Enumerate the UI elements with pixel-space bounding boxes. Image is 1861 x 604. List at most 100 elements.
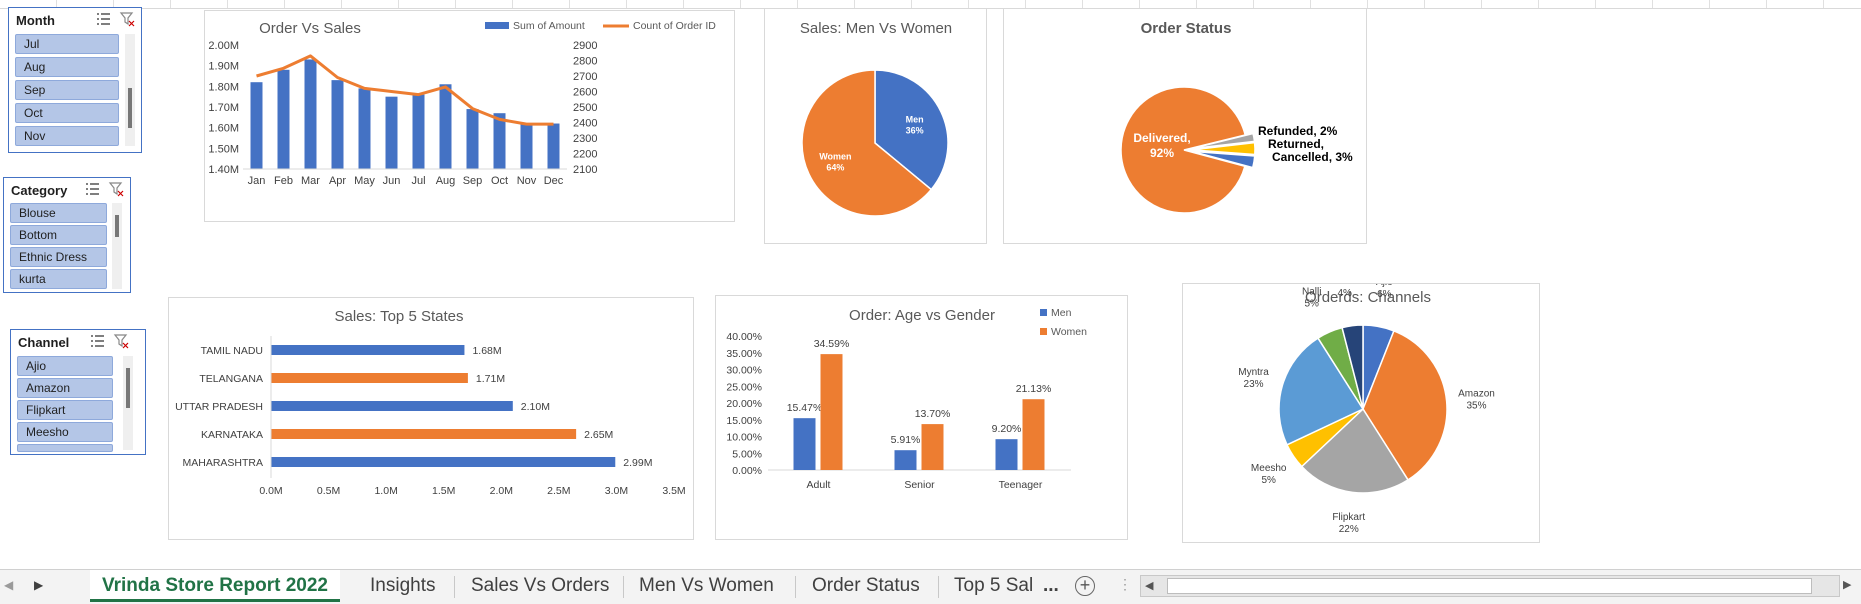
slice-cancelled-3 (1191, 150, 1256, 169)
slice-label-women: Women (819, 152, 851, 162)
legend-label-men: Men (1051, 307, 1072, 319)
slicer-scrollbar[interactable] (125, 34, 135, 146)
scroll-right-icon[interactable]: ▶ (1843, 579, 1852, 591)
bar-adult-men (793, 418, 816, 470)
bar-sep (466, 109, 479, 169)
clear-filter-icon[interactable] (119, 11, 135, 27)
right-axis-tick: 2700 (573, 71, 597, 83)
right-axis-tick: 2100 (573, 164, 597, 176)
tab-splitter-icon[interactable]: ⋮ (1118, 576, 1132, 592)
right-axis-tick: 2300 (573, 133, 597, 145)
x-tick-jun: Jun (383, 175, 401, 187)
x-tick: 3.5M (662, 485, 685, 497)
tab-men-vs-women[interactable]: Men Vs Women (639, 575, 774, 596)
slice-label-refunded: Refunded, 2% (1258, 124, 1338, 138)
slice-label-myntra: Myntra (1238, 367, 1269, 378)
data-label-senior-men: 5.91% (891, 434, 921, 446)
slice-pct-amazon: 35% (1466, 400, 1486, 411)
slice-label-men: Men (906, 114, 924, 124)
slicer-item-partial[interactable] (17, 444, 113, 452)
tab-order-status[interactable]: Order Status (812, 575, 920, 596)
slicer-scrollbar[interactable] (123, 356, 133, 450)
top5-states-panel[interactable]: Sales: Top 5 States TAMIL NADU 1.68M TELANG… (168, 297, 694, 540)
tab-sales-vs-orders[interactable]: Sales Vs Orders (471, 575, 610, 596)
bar-jan (250, 82, 263, 169)
multi-select-icon[interactable] (95, 11, 111, 27)
category-slicer[interactable]: Category Blouse Bottom Ethnic Dress kurt… (3, 177, 131, 293)
tab-more-ellipsis[interactable]: ... (1043, 575, 1059, 596)
tab-top5-sales[interactable]: Top 5 Sal (954, 575, 1034, 596)
slicer-item-kurta[interactable]: kurta (10, 269, 107, 289)
x-tick-teenager: Teenager (999, 479, 1043, 491)
slice-pct-meesho: 5% (1261, 475, 1276, 486)
tab-vrinda-store-report[interactable]: Vrinda Store Report 2022 (90, 570, 340, 602)
tab-insights[interactable]: Insights (370, 575, 436, 596)
legend-swatch-sum-of-amount (485, 22, 509, 29)
multi-select-icon[interactable] (89, 333, 105, 349)
slicer-item-amazon[interactable]: Amazon (17, 378, 113, 398)
data-label-teenager-men: 9.20% (992, 423, 1022, 435)
age-vs-gender-panel[interactable]: Order: Age vs Gender 40.00% 35.00% 30.00% 25… (715, 295, 1128, 540)
slice-myntra (1278, 337, 1365, 446)
bar-teenager-men (995, 439, 1018, 470)
slicer-item-oct[interactable]: Oct (15, 103, 119, 123)
scroll-left-icon[interactable]: ◀ (1145, 580, 1154, 592)
horizontal-scrollbar[interactable]: ◀ (1140, 575, 1840, 597)
age-vs-gender-chart: Order: Age vs Gender 40.00% 35.00% 30.00% 25… (726, 307, 1087, 491)
slicer-item-ethnic-dress[interactable]: Ethnic Dress (10, 247, 107, 267)
order-vs-sales-panel[interactable]: Order Vs Sales 2.00M 1.90M 1.80M 1.70M 1.60M 1… (204, 10, 735, 222)
x-tick-senior: Senior (904, 479, 935, 491)
bar-aug (439, 84, 452, 169)
slicer-item-meesho[interactable]: Meesho (17, 422, 113, 442)
channel-slicer[interactable]: Channel Ajio Amazon Flipkart Meesho (10, 329, 146, 455)
slice-label-flipkart: Flipkart (1332, 512, 1365, 523)
slicer-scrollbar[interactable] (112, 203, 122, 289)
slicer-item-flipkart[interactable]: Flipkart (17, 400, 113, 420)
left-axis-tick: 1.70M (208, 102, 239, 114)
bar-tamil-nadu (271, 345, 465, 355)
bar-feb (277, 69, 290, 169)
data-label-adult-women: 34.59% (814, 338, 850, 350)
left-axis-tick: 1.90M (208, 61, 239, 73)
slicer-item-sep[interactable]: Sep (15, 80, 119, 100)
x-tick-apr: Apr (329, 175, 346, 187)
bar-adult-women (820, 354, 843, 470)
tab-scroll-left-icon[interactable]: ◀ (4, 578, 14, 592)
clear-filter-icon[interactable] (113, 333, 129, 349)
plus-circle-icon[interactable]: + (1075, 576, 1095, 596)
slicer-item-jul[interactable]: Jul (15, 34, 119, 54)
men-vs-women-panel[interactable]: Sales: Men Vs Women Men 36% Women 64% (764, 8, 987, 244)
slicer-item-ajio[interactable]: Ajio (17, 356, 113, 376)
bar-apr (331, 80, 344, 169)
left-axis-tick: 2.00M (208, 40, 239, 52)
slice-pct-men: 36% (906, 125, 924, 135)
right-axis-tick: 2900 (573, 40, 597, 52)
scroll-thumb[interactable] (1167, 578, 1812, 594)
slice-flipkart (1300, 407, 1410, 494)
left-axis-tick: 1.80M (208, 81, 239, 93)
tab-scroll-right-icon[interactable]: ▶ (34, 578, 44, 592)
right-axis-tick: 2400 (573, 118, 597, 130)
y-tick: 15.00% (726, 415, 762, 427)
slice-label-amazon: Amazon (1458, 388, 1495, 399)
data-label-telangana: 1.71M (476, 373, 505, 385)
x-tick-may: May (354, 175, 375, 187)
x-tick: 0.5M (317, 485, 340, 497)
line-count-of-order-id (256, 54, 554, 126)
y-tick: 25.00% (726, 381, 762, 393)
month-slicer[interactable]: Month Jul Aug Sep Oct Nov (8, 7, 142, 153)
slicer-item-nov[interactable]: Nov (15, 126, 119, 146)
slicer-item-aug[interactable]: Aug (15, 57, 119, 77)
multi-select-icon[interactable] (84, 181, 100, 197)
chart-title: Order Status (1141, 20, 1232, 37)
y-tick: 20.00% (726, 398, 762, 410)
clear-filter-icon[interactable] (108, 181, 124, 197)
slicer-item-blouse[interactable]: Blouse (10, 203, 107, 223)
y-tick-karnataka: KARNATAKA (201, 429, 263, 441)
bar-senior-men (894, 450, 917, 470)
left-axis-tick: 1.50M (208, 143, 239, 155)
slicer-item-bottom[interactable]: Bottom (10, 225, 107, 245)
order-status-panel[interactable]: Order Status Delivered, 92% Refunded, 2% Ret… (1003, 8, 1367, 244)
bar-maharashtra (271, 457, 616, 467)
